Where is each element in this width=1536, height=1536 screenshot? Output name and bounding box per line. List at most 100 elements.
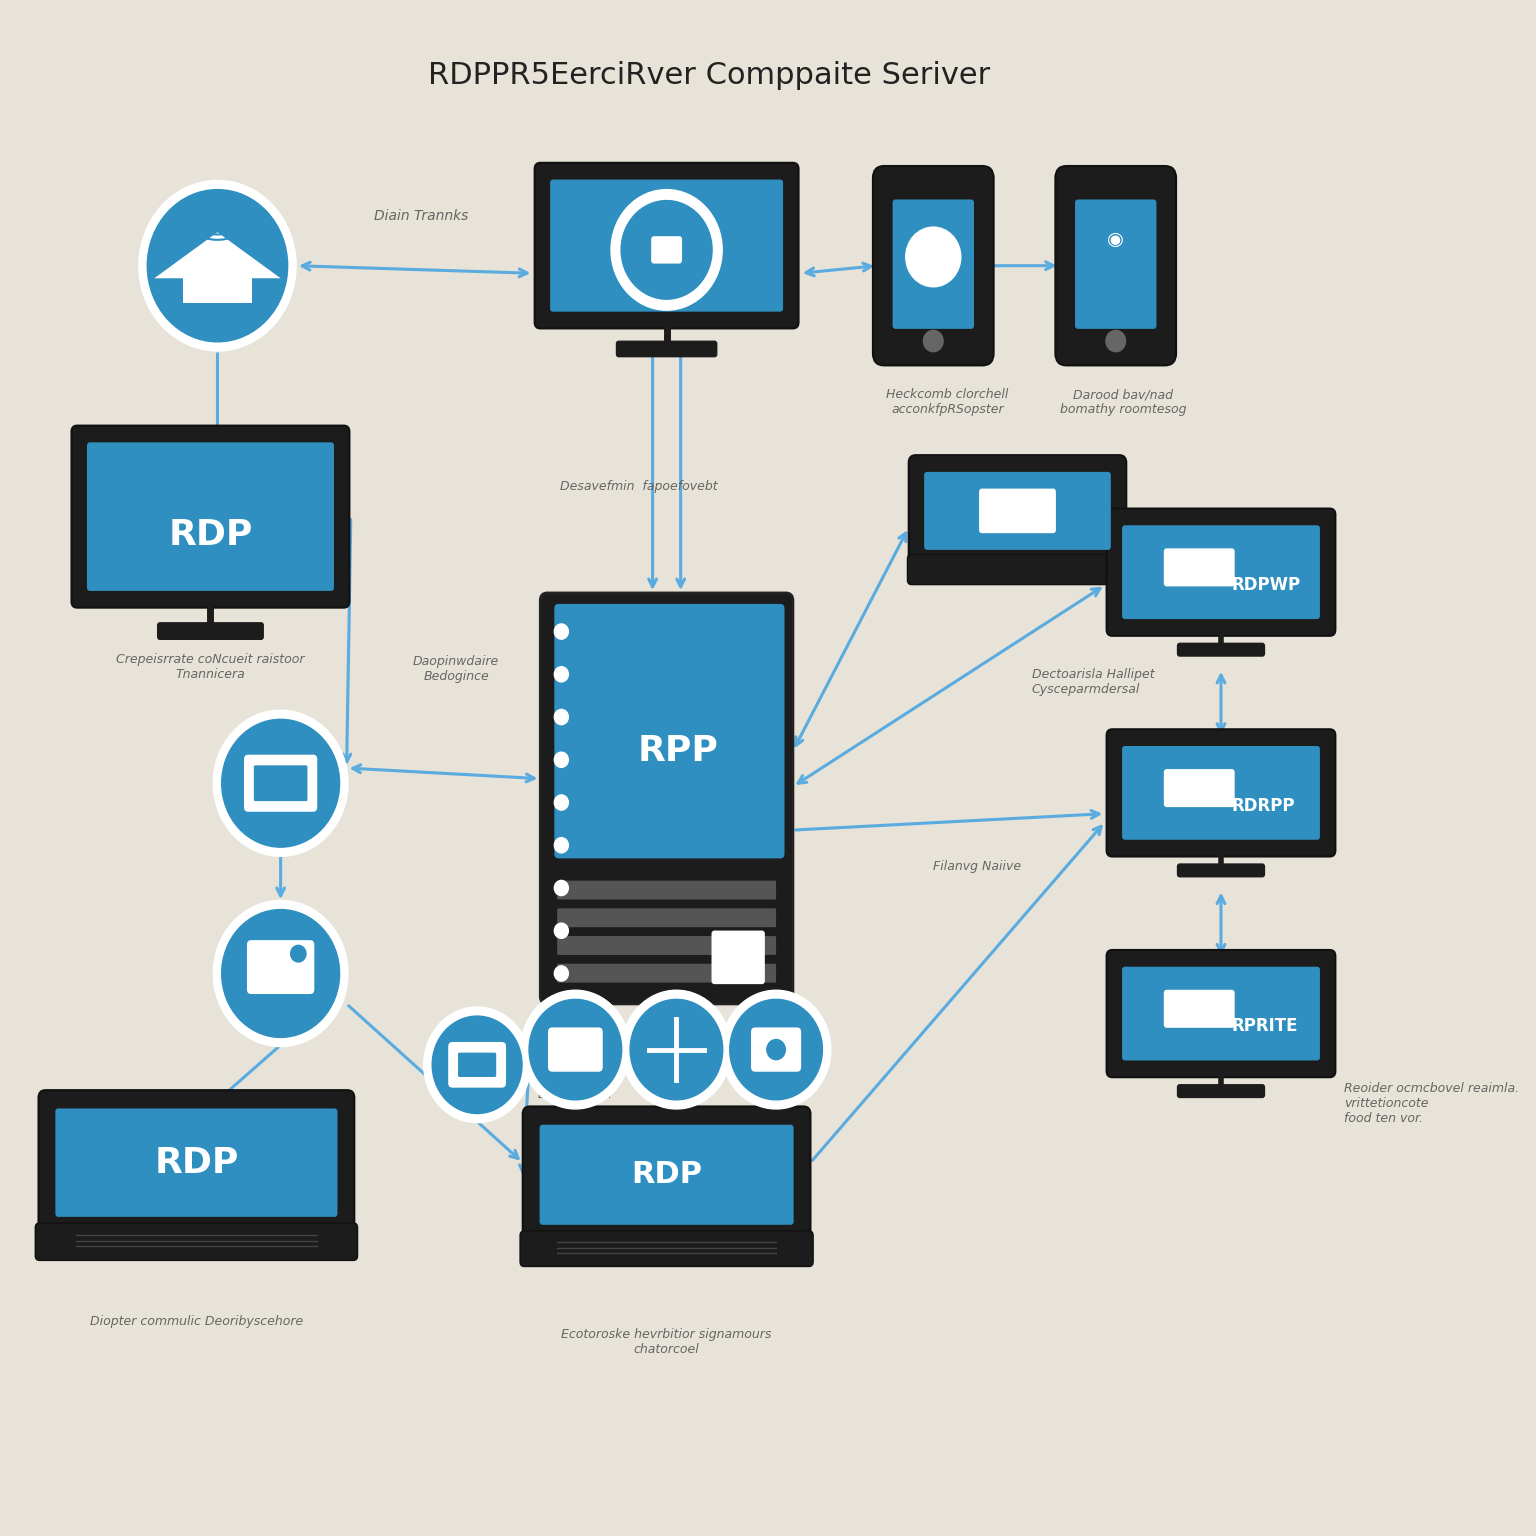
Text: Filanvg Naiive: Filanvg Naiive xyxy=(934,860,1021,874)
Text: Desavefmin  fapoefovebt: Desavefmin fapoefovebt xyxy=(559,479,717,493)
Circle shape xyxy=(554,624,568,639)
FancyBboxPatch shape xyxy=(1177,1084,1266,1098)
Circle shape xyxy=(621,201,713,300)
Text: Crepeisrrate coNcueit raistoor
Tnannicera: Crepeisrrate coNcueit raistoor Tnannicer… xyxy=(117,653,304,682)
FancyBboxPatch shape xyxy=(711,931,765,985)
FancyBboxPatch shape xyxy=(35,1223,358,1261)
FancyBboxPatch shape xyxy=(1123,746,1319,840)
Text: Ecotoroske hevrbitior signamours
chatorcoel: Ecotoroske hevrbitior signamours chatorc… xyxy=(562,1329,771,1356)
Text: Darood bav/nad
bomathy roomtesog: Darood bav/nad bomathy roomtesog xyxy=(1060,389,1186,416)
Circle shape xyxy=(521,991,630,1109)
FancyBboxPatch shape xyxy=(751,1028,802,1072)
FancyBboxPatch shape xyxy=(541,593,793,1005)
FancyBboxPatch shape xyxy=(458,1052,496,1077)
Text: RPP: RPP xyxy=(637,734,719,768)
FancyBboxPatch shape xyxy=(1106,949,1335,1077)
FancyBboxPatch shape xyxy=(522,1106,811,1243)
FancyBboxPatch shape xyxy=(521,1230,813,1267)
FancyBboxPatch shape xyxy=(925,472,1111,550)
Text: Daopinwdaire
Bedogince: Daopinwdaire Bedogince xyxy=(413,654,499,684)
Text: ◉: ◉ xyxy=(1107,230,1124,249)
Text: Heckcomb clorchell
acconkfpRSopster: Heckcomb clorchell acconkfpRSopster xyxy=(886,389,1009,416)
FancyBboxPatch shape xyxy=(1177,642,1266,657)
Circle shape xyxy=(906,227,962,287)
FancyBboxPatch shape xyxy=(548,1028,602,1072)
FancyBboxPatch shape xyxy=(72,425,349,608)
Circle shape xyxy=(1106,330,1126,352)
FancyBboxPatch shape xyxy=(1075,200,1157,329)
FancyBboxPatch shape xyxy=(1106,730,1335,857)
FancyBboxPatch shape xyxy=(539,1124,794,1224)
FancyBboxPatch shape xyxy=(550,180,783,312)
Circle shape xyxy=(554,710,568,725)
Circle shape xyxy=(611,189,722,310)
FancyBboxPatch shape xyxy=(1164,770,1235,806)
Circle shape xyxy=(147,189,287,343)
Text: RDPWP: RDPWP xyxy=(1232,576,1301,594)
FancyBboxPatch shape xyxy=(909,455,1126,567)
Circle shape xyxy=(554,923,568,938)
Circle shape xyxy=(554,837,568,852)
Circle shape xyxy=(528,1000,622,1100)
FancyBboxPatch shape xyxy=(247,940,315,994)
Text: RDRPP: RDRPP xyxy=(1232,797,1295,814)
Circle shape xyxy=(766,1040,785,1060)
Polygon shape xyxy=(154,232,281,278)
Circle shape xyxy=(221,719,339,848)
FancyBboxPatch shape xyxy=(558,963,776,983)
FancyBboxPatch shape xyxy=(558,908,776,928)
FancyBboxPatch shape xyxy=(558,935,776,955)
Circle shape xyxy=(554,667,568,682)
FancyBboxPatch shape xyxy=(157,622,264,641)
FancyBboxPatch shape xyxy=(55,1109,338,1217)
Circle shape xyxy=(622,991,731,1109)
FancyBboxPatch shape xyxy=(651,237,682,264)
FancyBboxPatch shape xyxy=(1164,548,1235,587)
Circle shape xyxy=(221,909,339,1037)
Circle shape xyxy=(630,1000,723,1100)
FancyBboxPatch shape xyxy=(449,1041,505,1087)
FancyBboxPatch shape xyxy=(978,488,1055,533)
FancyBboxPatch shape xyxy=(872,166,994,366)
Circle shape xyxy=(214,710,349,856)
FancyBboxPatch shape xyxy=(1177,863,1266,877)
FancyBboxPatch shape xyxy=(1106,508,1335,636)
FancyBboxPatch shape xyxy=(1164,989,1235,1028)
Circle shape xyxy=(432,1017,522,1114)
Circle shape xyxy=(214,900,349,1046)
FancyBboxPatch shape xyxy=(183,276,252,304)
Circle shape xyxy=(424,1008,530,1123)
Text: RPRITE: RPRITE xyxy=(1232,1017,1298,1035)
FancyBboxPatch shape xyxy=(88,442,333,591)
FancyBboxPatch shape xyxy=(1123,525,1319,619)
Text: Reoider ocmcbovel reaimla.
vrittetioncote
food ten vor.: Reoider ocmcbovel reaimla. vrittetioncot… xyxy=(1344,1083,1519,1126)
Circle shape xyxy=(554,753,568,768)
Text: RDP: RDP xyxy=(154,1146,238,1180)
FancyBboxPatch shape xyxy=(253,765,307,802)
Circle shape xyxy=(138,180,296,350)
Text: Diain Trannks: Diain Trannks xyxy=(373,209,468,223)
FancyBboxPatch shape xyxy=(554,604,785,859)
FancyBboxPatch shape xyxy=(1055,166,1177,366)
Text: RDP: RDP xyxy=(631,1160,702,1189)
Circle shape xyxy=(554,880,568,895)
FancyBboxPatch shape xyxy=(616,341,717,358)
Circle shape xyxy=(554,796,568,809)
Circle shape xyxy=(290,945,306,962)
Circle shape xyxy=(730,1000,822,1100)
FancyBboxPatch shape xyxy=(892,200,974,329)
Text: Diopter commulic Deoribyscehore: Diopter commulic Deoribyscehore xyxy=(89,1315,303,1327)
FancyBboxPatch shape xyxy=(244,754,318,811)
Text: RDP: RDP xyxy=(169,519,252,553)
FancyBboxPatch shape xyxy=(38,1091,355,1235)
Circle shape xyxy=(923,330,943,352)
Text: RDPPR5EerciRver Comppaite Seriver: RDPPR5EerciRver Comppaite Seriver xyxy=(427,61,989,91)
FancyBboxPatch shape xyxy=(558,880,776,900)
Text: Daorfleision
Dstral: Daorfleision Dstral xyxy=(538,1087,613,1115)
Circle shape xyxy=(722,991,831,1109)
Circle shape xyxy=(554,966,568,982)
Text: Dectoarisla Hallipet
Cysceparmdersal: Dectoarisla Hallipet Cysceparmdersal xyxy=(1032,668,1154,696)
FancyBboxPatch shape xyxy=(1123,966,1319,1060)
FancyBboxPatch shape xyxy=(908,554,1127,585)
FancyBboxPatch shape xyxy=(535,163,799,329)
